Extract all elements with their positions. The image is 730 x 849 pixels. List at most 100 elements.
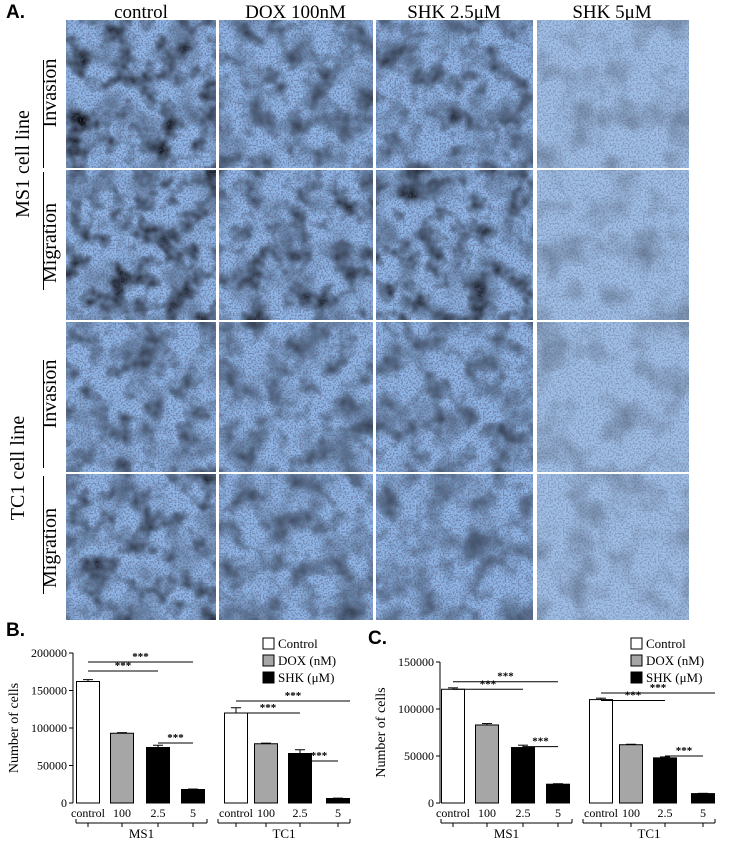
column-header-dox: DOX 100nM xyxy=(245,2,346,23)
chart-b-group-label: MS1 xyxy=(129,826,154,841)
micrograph-tile-tc1-migration-control xyxy=(66,474,216,620)
chart-c-x-tick-label: control xyxy=(584,806,619,820)
tile-stain xyxy=(537,474,689,620)
chart-c-legend-label: DOX (nM) xyxy=(646,653,704,668)
chart-b-bar xyxy=(146,747,170,804)
tile-stain xyxy=(219,322,373,472)
chart-c-significance-label: *** xyxy=(480,678,497,690)
chart-b-bar xyxy=(76,681,100,804)
chart-b-y-tick-label: 0 xyxy=(61,796,67,810)
stain-speckle xyxy=(219,474,373,620)
chart-b-y-tick-label: 100000 xyxy=(31,721,67,735)
chart-c-x-tick-label: 5 xyxy=(555,806,561,820)
chart-b-x-tick-label: 100 xyxy=(113,806,131,820)
chart-b-x-tick-label: control xyxy=(219,806,254,820)
stain-speckle xyxy=(537,170,689,320)
stain-speckle xyxy=(219,20,373,168)
chart-c-group-label: TC1 xyxy=(637,826,660,841)
tile-stain xyxy=(376,170,533,320)
chart-c-legend-label: Control xyxy=(646,636,686,651)
micrograph-tile-tc1-migration-shk-5 xyxy=(537,474,689,620)
chart-c-bar xyxy=(691,793,715,804)
chart-b-y-tick-label: 150000 xyxy=(31,684,67,698)
chart-c-significance-label: *** xyxy=(650,682,667,694)
stain-speckle xyxy=(219,170,373,320)
divider-ms1-invasion xyxy=(43,60,44,168)
chart-c-y-tick-label: 0 xyxy=(428,796,434,810)
micrograph-tile-ms1-invasion-dox xyxy=(219,20,373,168)
chart-c-y-axis-label: Number of cells xyxy=(374,687,389,777)
chart-c-bar xyxy=(511,747,535,804)
chart-c-significance-label: *** xyxy=(497,671,514,683)
chart-b-group-label: TC1 xyxy=(272,826,295,841)
panel-c-label: C. xyxy=(368,628,387,649)
micrograph-tile-tc1-invasion-control xyxy=(66,322,216,472)
chart-b-bar xyxy=(181,789,205,804)
micrograph-tile-ms1-migration-dox xyxy=(219,170,373,320)
micrograph-tile-ms1-invasion-control xyxy=(66,20,216,168)
chart-b-legend-swatch xyxy=(262,637,275,650)
micrograph-tile-tc1-invasion-shk-2-5 xyxy=(376,322,533,472)
chart-b-x-tick-label: 2.5 xyxy=(151,806,166,820)
micrograph-tile-ms1-invasion-shk-2-5 xyxy=(376,20,533,168)
micrograph-tile-tc1-invasion-shk-5 xyxy=(537,322,689,472)
column-header-control: control xyxy=(114,2,168,23)
micrograph-tile-ms1-invasion-shk-5 xyxy=(537,20,689,168)
tile-stain xyxy=(66,20,216,168)
tile-stain xyxy=(537,322,689,472)
chart-c-legend-label: SHK (μM) xyxy=(646,670,702,685)
stain-speckle xyxy=(66,170,216,320)
chart-c-bar xyxy=(653,757,677,804)
chart-b-bar xyxy=(110,732,134,804)
stain-speckle xyxy=(66,322,216,472)
chart-c-group-label: MS1 xyxy=(494,826,519,841)
divider-tc1-invasion xyxy=(43,360,44,468)
chart-b-x-tick-label: 5 xyxy=(190,806,196,820)
chart-b-significance-label: *** xyxy=(260,702,277,714)
stain-speckle xyxy=(537,474,689,620)
stain-speckle xyxy=(537,322,689,472)
chart-b: 0 50000 100000 150000 200000 Number of cells c… xyxy=(7,636,351,841)
column-header-shk-5: SHK 5μM xyxy=(572,2,652,23)
chart-b-x-tick-label: 2.5 xyxy=(293,806,308,820)
chart-c-x-tick-label: 2.5 xyxy=(658,806,673,820)
chart-c-x-tick-label: control xyxy=(436,806,471,820)
stain-speckle xyxy=(376,322,533,472)
chart-c-y-tick-label: 100000 xyxy=(398,702,434,716)
tile-stain xyxy=(376,474,533,620)
tile-stain xyxy=(66,474,216,620)
chart-c-significance-label: *** xyxy=(676,745,693,757)
stain-speckle xyxy=(376,20,533,168)
micrograph-tile-ms1-migration-shk-5 xyxy=(537,170,689,320)
chart-c-bar xyxy=(441,688,465,804)
chart-b-significance-label: *** xyxy=(167,732,184,744)
chart-c-y-tick-label: 50000 xyxy=(404,749,434,763)
chart-c-bar xyxy=(589,699,613,804)
divider-tc1-migration xyxy=(43,476,44,594)
chart-c-x-tick-label: 100 xyxy=(622,806,640,820)
chart-c-bar xyxy=(546,783,570,804)
tile-stain xyxy=(537,20,689,168)
chart-c-bar xyxy=(475,724,499,804)
chart-c-bar xyxy=(619,744,643,804)
stain-speckle xyxy=(376,170,533,320)
tile-stain xyxy=(66,170,216,320)
chart-c-significance-label: *** xyxy=(532,736,549,748)
micrograph-tile-tc1-migration-shk-2-5 xyxy=(376,474,533,620)
chart-b-bar xyxy=(254,743,278,804)
chart-b-significance-label: *** xyxy=(115,660,132,672)
chart-b-significance-label: *** xyxy=(311,750,328,762)
tile-stain xyxy=(537,170,689,320)
micrograph-tile-tc1-invasion-dox xyxy=(219,322,373,472)
chart-b-x-tick-label: 100 xyxy=(257,806,275,820)
divider-ms1-migration xyxy=(43,172,44,290)
chart-b-legend-swatch xyxy=(262,671,275,684)
chart-b-x-tick-label: control xyxy=(71,806,106,820)
chart-b-y-tick-label: 200000 xyxy=(31,646,67,660)
tile-stain xyxy=(219,20,373,168)
chart-b-legend-label: SHK (μM) xyxy=(278,670,334,685)
chart-c-legend-swatch xyxy=(630,654,643,667)
chart-c-y-tick-label: 150000 xyxy=(398,655,434,669)
chart-b-legend-label: Control xyxy=(278,636,318,651)
stain-speckle xyxy=(537,20,689,168)
